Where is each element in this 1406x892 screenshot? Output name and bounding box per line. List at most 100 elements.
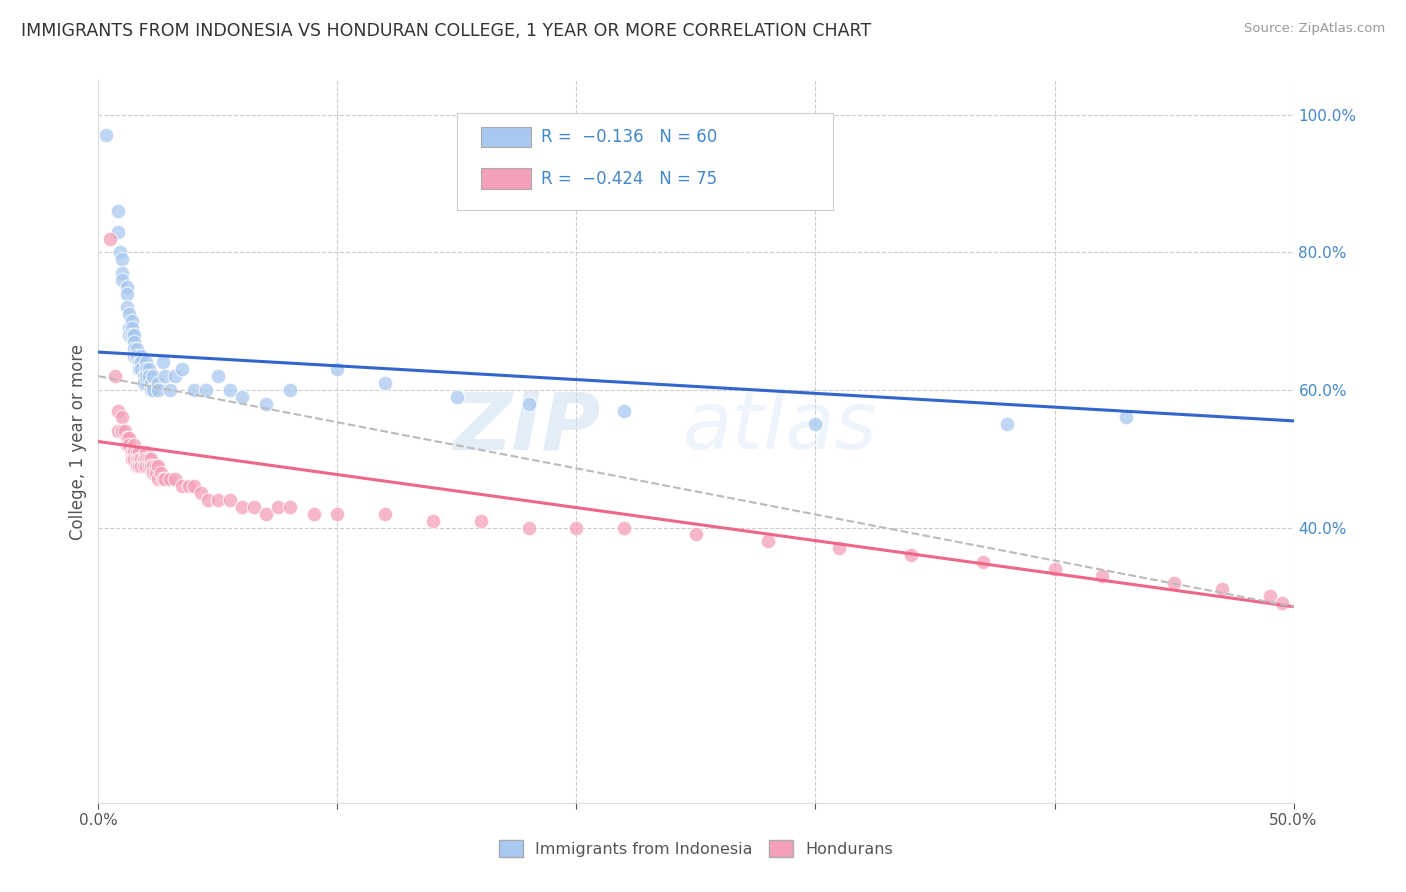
Bar	[481, 169, 531, 189]
Point	[148, 458, 170, 473]
Point	[124, 327, 146, 342]
Point	[125, 349, 148, 363]
Point	[231, 500, 253, 514]
Point	[135, 355, 157, 369]
Point	[155, 369, 177, 384]
Point	[139, 458, 162, 473]
Point	[374, 376, 396, 390]
Point	[138, 362, 160, 376]
Point	[145, 458, 167, 473]
Legend: Immigrants from Indonesia, Hondurans: Immigrants from Indonesia, Hondurans	[492, 834, 900, 863]
Point	[135, 369, 157, 384]
Point	[179, 479, 201, 493]
Point	[613, 403, 636, 417]
Point	[183, 479, 205, 493]
Point	[111, 252, 134, 267]
Point	[111, 273, 134, 287]
Point	[128, 445, 150, 459]
Point	[135, 445, 157, 459]
Point	[131, 349, 153, 363]
Point	[152, 355, 174, 369]
Point	[132, 458, 155, 473]
Point	[1258, 590, 1281, 604]
Point	[972, 555, 994, 569]
Point	[131, 362, 153, 376]
Point	[219, 383, 242, 397]
Point	[613, 520, 636, 534]
Point	[128, 355, 150, 369]
Point	[132, 376, 155, 390]
Text: R =  −0.424   N = 75: R = −0.424 N = 75	[541, 169, 717, 187]
Point	[172, 362, 194, 376]
Point	[131, 355, 153, 369]
Point	[183, 383, 205, 397]
Point	[115, 286, 138, 301]
Point	[1163, 575, 1185, 590]
Point	[207, 369, 229, 384]
Point	[163, 472, 186, 486]
Point	[195, 383, 218, 397]
Point	[128, 458, 150, 473]
Point	[804, 417, 827, 432]
Point	[159, 472, 181, 486]
Point	[1211, 582, 1233, 597]
FancyBboxPatch shape	[457, 112, 834, 211]
Point	[685, 527, 707, 541]
Point	[131, 458, 153, 473]
Point	[159, 383, 181, 397]
Point	[145, 466, 167, 480]
Point	[828, 541, 851, 556]
Point	[254, 397, 277, 411]
Point	[142, 458, 165, 473]
Point	[326, 507, 349, 521]
Point	[302, 507, 325, 521]
Point	[148, 472, 170, 486]
Point	[152, 472, 174, 486]
Point	[124, 445, 146, 459]
Point	[995, 417, 1018, 432]
Point	[107, 403, 129, 417]
Point	[139, 383, 162, 397]
Point	[121, 314, 143, 328]
Point	[326, 362, 349, 376]
Point	[138, 369, 160, 384]
Point	[121, 321, 143, 335]
Point	[149, 466, 172, 480]
Point	[132, 369, 155, 384]
Text: ZIP: ZIP	[453, 388, 600, 467]
Point	[138, 458, 160, 473]
Y-axis label: College, 1 year or more: College, 1 year or more	[69, 343, 87, 540]
Point	[115, 301, 138, 315]
Point	[172, 479, 194, 493]
Point	[125, 445, 148, 459]
Point	[135, 451, 157, 466]
Point	[118, 438, 141, 452]
Point	[111, 410, 134, 425]
Point	[219, 493, 242, 508]
Text: R =  −0.136   N = 60: R = −0.136 N = 60	[541, 128, 717, 146]
Point	[243, 500, 266, 514]
Point	[125, 458, 148, 473]
Point	[115, 438, 138, 452]
Point	[900, 548, 922, 562]
Point	[114, 424, 136, 438]
Point	[111, 266, 134, 280]
Point	[111, 424, 134, 438]
Point	[125, 451, 148, 466]
Point	[278, 383, 301, 397]
Point	[446, 390, 468, 404]
Point	[94, 128, 117, 143]
Point	[118, 431, 141, 445]
Point	[115, 431, 138, 445]
Point	[278, 500, 301, 514]
Point	[142, 466, 165, 480]
Point	[374, 507, 396, 521]
Point	[107, 204, 129, 219]
Point	[107, 424, 129, 438]
Bar	[481, 128, 531, 147]
Text: IMMIGRANTS FROM INDONESIA VS HONDURAN COLLEGE, 1 YEAR OR MORE CORRELATION CHART: IMMIGRANTS FROM INDONESIA VS HONDURAN CO…	[21, 22, 872, 40]
Point	[104, 369, 127, 384]
Point	[1115, 410, 1137, 425]
Point	[231, 390, 253, 404]
Text: Source: ZipAtlas.com: Source: ZipAtlas.com	[1244, 22, 1385, 36]
